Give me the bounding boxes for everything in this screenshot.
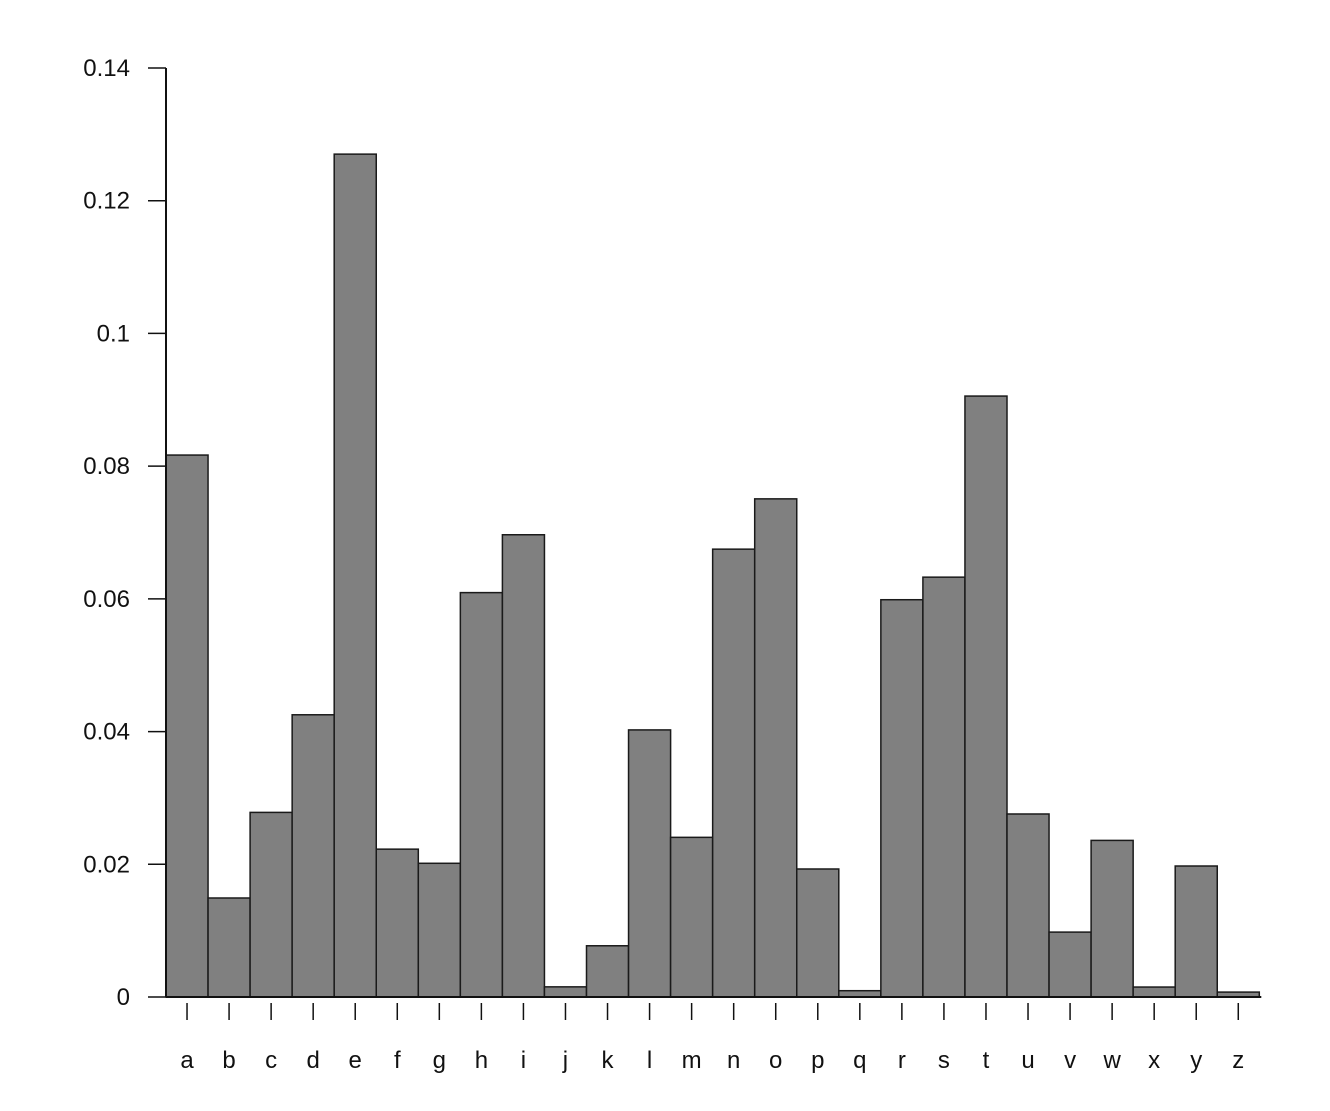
- bar-c: [249, 811, 293, 998]
- bar-k: [585, 945, 630, 998]
- x-tick-label: d: [306, 1047, 319, 1074]
- bar-f: [375, 848, 420, 998]
- x-tick-label: i: [521, 1047, 526, 1074]
- x-tick-label: s: [938, 1047, 950, 1074]
- bar-u: [1006, 813, 1050, 998]
- bar-p: [796, 868, 840, 998]
- bar-a: [165, 454, 209, 998]
- y-tick-label: 0.08: [83, 453, 130, 480]
- bar-h: [459, 591, 504, 998]
- x-tick-label: t: [983, 1047, 990, 1074]
- x-tick-label: r: [898, 1047, 906, 1074]
- x-tick-label: z: [1232, 1047, 1244, 1074]
- bar-e: [333, 153, 378, 998]
- bar-b: [207, 897, 251, 998]
- bars: [165, 153, 1261, 998]
- x-tick-label: f: [394, 1047, 401, 1074]
- x-tick-label: k: [602, 1047, 615, 1074]
- y-tick-label: 0: [117, 984, 130, 1011]
- x-tick-label: q: [853, 1047, 866, 1074]
- x-tick-label: w: [1102, 1047, 1121, 1074]
- x-tick-label: a: [180, 1047, 194, 1074]
- bar-x: [1132, 986, 1176, 998]
- bar-g: [417, 862, 462, 998]
- x-tick-label: h: [475, 1047, 488, 1074]
- bar-o: [753, 498, 798, 998]
- y-tick-label: 0.12: [83, 188, 130, 215]
- x-tick-label: j: [562, 1047, 568, 1074]
- bar-l: [627, 729, 672, 998]
- x-tick-label: l: [647, 1047, 652, 1074]
- bar-m: [669, 836, 714, 998]
- bar-w: [1090, 839, 1134, 998]
- bar-i: [501, 534, 546, 998]
- x-tick-label: e: [349, 1047, 362, 1074]
- x-tick-label: o: [769, 1047, 782, 1074]
- x-tick-label: n: [727, 1047, 740, 1074]
- x-tick-label: x: [1148, 1047, 1160, 1074]
- bar-j: [543, 986, 588, 998]
- y-tick-label: 0.1: [97, 320, 130, 347]
- x-tick-label: m: [682, 1047, 702, 1074]
- y-tick-label: 0.14: [83, 55, 130, 82]
- bar-n: [711, 548, 756, 998]
- bar-t: [964, 395, 1008, 998]
- x-tick-label: p: [811, 1047, 824, 1074]
- y-axis: 0 0.02 0.04 0.06 0.08 0.1 0.12 0.14: [83, 55, 167, 1011]
- bar-d: [291, 714, 335, 998]
- bar-r: [880, 598, 924, 998]
- x-tick-label: u: [1021, 1047, 1034, 1074]
- x-tick-label: v: [1064, 1047, 1076, 1074]
- bar-v: [1048, 931, 1092, 998]
- y-tick-label: 0.02: [83, 851, 130, 878]
- x-tick-label: g: [433, 1047, 446, 1074]
- y-tick-label: 0.04: [83, 719, 130, 746]
- x-tick-label: b: [222, 1047, 235, 1074]
- x-tick-label: y: [1190, 1047, 1202, 1074]
- x-tick-label: c: [265, 1047, 277, 1074]
- y-tick-label: 0.06: [83, 586, 130, 613]
- bar-s: [922, 576, 966, 998]
- bar-y: [1174, 865, 1218, 998]
